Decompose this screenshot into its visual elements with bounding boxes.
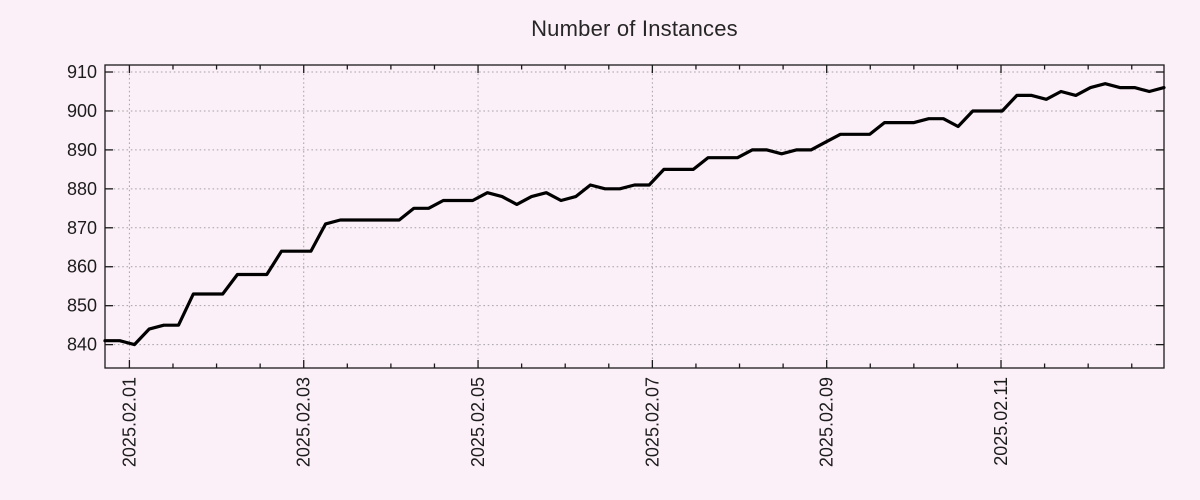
plot-border <box>104 64 1165 369</box>
y-tick-label: 890 <box>67 140 97 160</box>
y-tick-label: 870 <box>67 218 97 238</box>
x-tick-label: 2025.02.03 <box>294 377 314 467</box>
x-tick-label: 2025.02.11 <box>991 377 1011 466</box>
x-tick-label: 2025.02.01 <box>119 377 139 467</box>
y-tick-label: 840 <box>67 335 97 355</box>
x-tick-label: 2025.02.07 <box>642 377 662 467</box>
y-tick-label: 860 <box>67 257 97 277</box>
y-tick-label: 880 <box>67 179 97 199</box>
data-line-series <box>103 82 1166 347</box>
x-tick-label: 2025.02.05 <box>468 377 488 467</box>
y-tick-label: 910 <box>67 62 97 82</box>
chart-title: Number of Instances <box>531 16 738 41</box>
y-tick-label: 850 <box>67 296 97 316</box>
x-tick-label: 2025.02.09 <box>817 377 837 467</box>
y-tick-label: 900 <box>67 101 97 121</box>
